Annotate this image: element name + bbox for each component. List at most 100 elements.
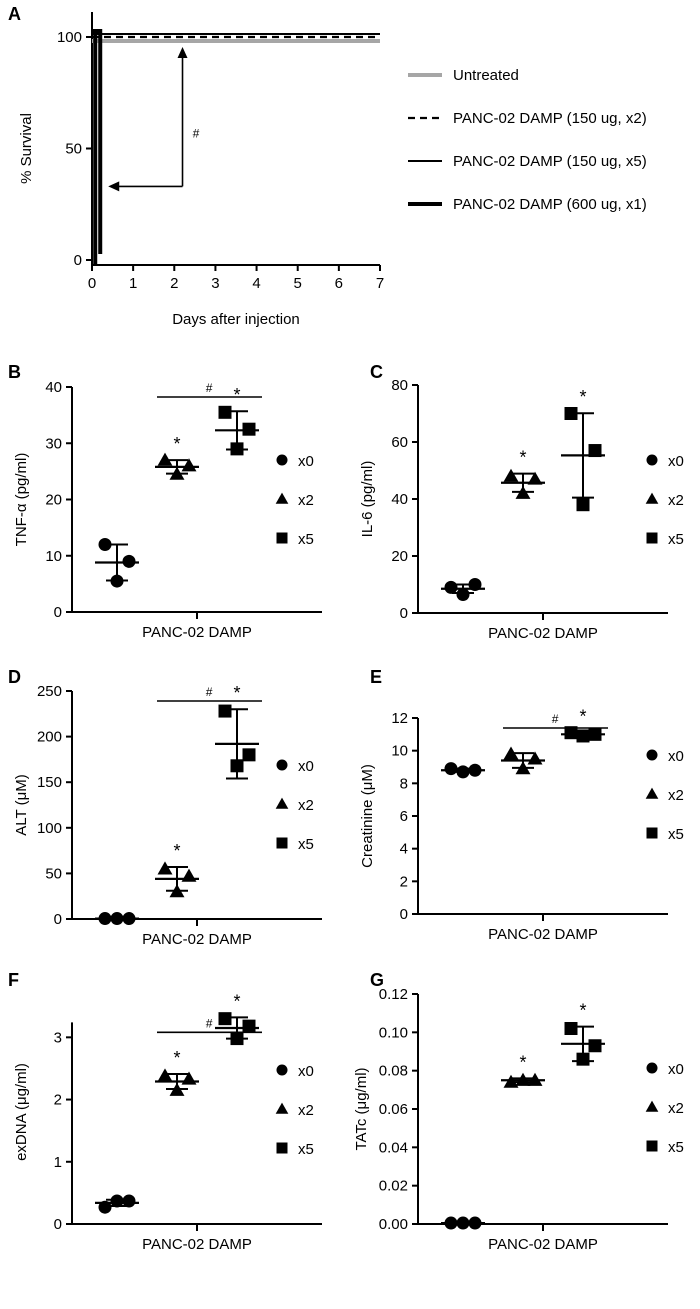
legend-label: x2 (298, 1102, 314, 1119)
significance-star: * (579, 387, 586, 407)
y-tick-label: 150 (37, 774, 62, 791)
legend-marker (646, 827, 658, 839)
legend-label: x2 (298, 797, 314, 814)
legend-marker (646, 1062, 658, 1074)
data-point (527, 471, 543, 485)
data-point (242, 1019, 256, 1033)
legend-label: x0 (668, 453, 684, 470)
panel-e: E 0 2 4 6 8 10 12 PANC-02 DAMP Creatinine (μM) x0 x… (359, 667, 684, 943)
legend-marker (646, 532, 658, 544)
x-tick-label: 3 (211, 275, 219, 292)
y-axis-label: TATc (μg/ml) (353, 1067, 370, 1150)
y-tick-label: 12 (391, 710, 408, 727)
legend-marker (275, 797, 289, 809)
panel-c: C 0 20 40 60 80 PANC-02 DAMP IL-6 (pg/ml) x0 * x2 *… (359, 362, 684, 642)
legend-label: x2 (298, 492, 314, 509)
panel-g: G 0.00 0.02 0.04 0.06 0.08 0.10 0.12 PANC-02 DAM… (353, 970, 684, 1253)
y-tick-label: 250 (37, 683, 62, 700)
x-tick-label: 5 (294, 275, 302, 292)
significance-star: * (173, 841, 180, 861)
legend-marker (275, 1102, 289, 1114)
data-point (218, 1012, 232, 1026)
y-tick-label: 4 (400, 841, 408, 858)
legend-marker (646, 1140, 658, 1152)
data-point (218, 405, 232, 419)
x-tick-label: 7 (376, 275, 384, 292)
data-point (242, 748, 256, 762)
legend-marker (645, 787, 659, 799)
y-tick-label: 40 (45, 379, 62, 396)
y-tick-label: 1 (54, 1154, 62, 1171)
panel-label: E (370, 667, 382, 687)
x-axis-label: PANC-02 DAMP (142, 931, 252, 948)
y-tick-label: 50 (45, 865, 62, 882)
significance-star: * (173, 434, 180, 454)
significance-star: * (519, 448, 526, 468)
y-tick-label: 0 (54, 604, 62, 621)
significance-star: * (233, 683, 240, 703)
panel-label: G (370, 970, 384, 990)
legend-label: PANC-02 DAMP (150 ug, x5) (453, 153, 647, 170)
legend-label: x0 (298, 453, 314, 470)
legend-label: PANC-02 DAMP (600 ug, x1) (453, 196, 647, 213)
y-axis-label: Creatinine (μM) (359, 764, 376, 868)
significance-star: * (233, 991, 240, 1011)
y-tick-label: 0.02 (379, 1178, 408, 1195)
data-point (98, 538, 112, 551)
significance-star: * (173, 1048, 180, 1068)
data-point (122, 554, 136, 568)
y-tick-label: 10 (391, 743, 408, 760)
legend-marker (646, 454, 658, 466)
legend-label: x5 (668, 826, 684, 843)
significance-star: * (233, 385, 240, 405)
data-point (181, 458, 197, 472)
legend-label: PANC-02 DAMP (150 ug, x2) (453, 110, 647, 127)
data-point (564, 407, 578, 420)
data-point (242, 422, 256, 436)
annotation-arrowhead (108, 181, 120, 192)
significance-mark: # (206, 1016, 213, 1030)
significance-mark: # (206, 685, 213, 699)
annotation-arrowhead (177, 47, 188, 58)
data-point (444, 580, 458, 594)
y-tick-label: 0 (54, 911, 62, 928)
legend-label: Untreated (453, 67, 519, 84)
y-tick-label: 60 (391, 434, 408, 451)
y-axis-label: exDNA (μg/ml) (13, 1063, 30, 1161)
panel-label: C (370, 362, 383, 382)
y-tick-label: 30 (45, 435, 62, 452)
y-axis-label: IL-6 (pg/ml) (359, 461, 376, 538)
y-axis-label: ALT (μM) (13, 774, 30, 835)
legend-label: x0 (668, 748, 684, 765)
panel-a: A 0 50 100 0 1 2 3 4 5 6 7 % Survival Days after inje… (8, 4, 647, 328)
x-axis-label: PANC-02 DAMP (488, 1236, 598, 1253)
y-axis-label: TNF-α (pg/ml) (13, 453, 30, 547)
y-tick-label: 40 (391, 491, 408, 508)
y-tick-label: 0.08 (379, 1063, 408, 1080)
data-point (503, 746, 519, 760)
significance-star: * (579, 1001, 586, 1021)
legend-marker (276, 1064, 288, 1076)
x-tick-label: 1 (129, 275, 137, 292)
data-point (564, 1022, 578, 1035)
legend-marker (276, 454, 288, 466)
x-tick-label: 4 (252, 275, 260, 292)
y-tick-label: 6 (400, 808, 408, 825)
x-axis-label: Days after injection (172, 311, 300, 328)
data-point (157, 861, 173, 875)
legend-label: x5 (298, 1141, 314, 1158)
y-tick-label: 0.04 (379, 1139, 408, 1156)
legend-label: x0 (298, 758, 314, 775)
legend-label: x5 (668, 1139, 684, 1156)
y-tick-label: 0.12 (379, 986, 408, 1003)
x-tick-label: 6 (335, 275, 343, 292)
legend-label: x2 (668, 787, 684, 804)
significance-mark: # (206, 381, 213, 395)
legend-marker (646, 749, 658, 761)
panel-label: F (8, 970, 19, 990)
data-point (157, 452, 173, 466)
data-point (456, 587, 470, 601)
legend-label: x0 (298, 1063, 314, 1080)
y-tick-label: 2 (400, 873, 408, 890)
legend-label: x5 (298, 836, 314, 853)
